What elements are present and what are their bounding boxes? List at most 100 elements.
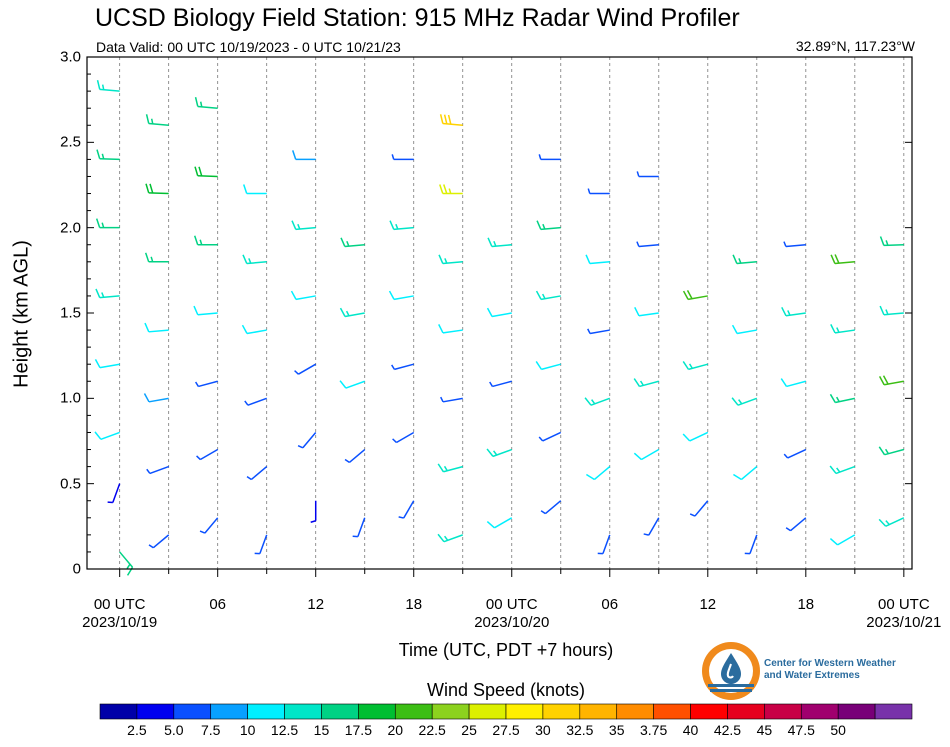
barb-half-feather	[310, 520, 316, 523]
barb-half-feather	[199, 239, 203, 245]
barb-half-feather	[489, 381, 494, 387]
wind-barb	[643, 517, 660, 536]
barb-full-feather	[878, 446, 886, 456]
chart-title: UCSD Biology Field Station: 915 MHz Rada…	[95, 4, 740, 32]
x-tick-label: 00 UTC	[877, 596, 930, 613]
barb-full-feather	[96, 149, 101, 159]
barb-staff	[100, 431, 120, 441]
x-tick-label: 06	[209, 596, 227, 613]
barb-half-feather	[448, 188, 452, 194]
colorbar-tick-label: 47.5	[787, 722, 815, 738]
colorbar-tick-label: 35	[608, 722, 625, 738]
colorbar-label: Wind Speed (knots)	[426, 680, 586, 700]
wind-barb	[244, 397, 267, 406]
barb-full-feather	[732, 254, 738, 264]
barb-half-feather	[783, 453, 789, 459]
barb-half-feather	[297, 223, 301, 230]
barb-half-feather	[440, 396, 444, 403]
barb-staff	[348, 448, 366, 463]
barb-staff	[638, 312, 659, 317]
colorbar-swatch	[542, 703, 581, 720]
wind-barb	[439, 184, 463, 195]
barb-staff	[148, 192, 169, 195]
barb-staff	[491, 312, 512, 318]
barb-full-feather	[486, 307, 493, 317]
barb-full-feather	[340, 237, 346, 247]
colorbar-swatch	[764, 703, 802, 720]
barb-full-feather	[879, 236, 885, 246]
barb-staff	[250, 466, 268, 481]
barb-full-feather	[439, 184, 444, 194]
wind-barb	[878, 375, 904, 386]
wind-barb	[143, 393, 169, 403]
barb-full-feather	[535, 361, 543, 370]
barb-half-feather	[194, 381, 200, 387]
barb-staff	[197, 175, 218, 178]
wind-barb	[95, 218, 120, 229]
barb-half-feather	[836, 467, 841, 473]
x-tick-label: 18	[405, 596, 423, 613]
barb-staff	[259, 534, 268, 554]
barb-half-feather	[738, 258, 742, 264]
barb-full-feather	[486, 520, 495, 529]
barb-staff	[541, 363, 561, 371]
barb-half-feather	[148, 544, 154, 549]
wind-barb	[732, 254, 757, 265]
barb-half-feather	[344, 458, 350, 464]
barb-staff	[749, 534, 758, 554]
barb-full-feather	[339, 307, 346, 317]
barb-staff	[885, 517, 905, 527]
barb-half-feather	[636, 171, 640, 177]
barb-staff	[602, 534, 611, 554]
colorbar-tick-label: 30	[535, 722, 551, 738]
colorbar-swatch	[431, 703, 470, 720]
barb-staff	[736, 329, 757, 335]
wind-barb	[310, 500, 317, 523]
colorbar-tick-label: 27.5	[492, 722, 520, 738]
wind-barb	[241, 324, 267, 335]
barb-full-feather	[145, 183, 150, 194]
barb-full-feather	[292, 150, 297, 160]
wind-barb	[352, 517, 366, 538]
wind-barb	[584, 397, 611, 406]
barb-half-feather	[199, 530, 206, 534]
barb-full-feather	[437, 463, 445, 473]
barb-full-feather	[731, 397, 739, 406]
x-tick-label: 06	[601, 596, 619, 613]
colorbar-swatch	[247, 703, 285, 720]
barb-full-feather	[585, 254, 591, 264]
barb-full-feather	[536, 220, 542, 230]
colorbar-swatch	[394, 703, 433, 720]
barb-full-feather	[96, 79, 101, 90]
wind-barb	[597, 534, 611, 555]
barb-staff	[396, 431, 415, 444]
barb-half-feather	[783, 241, 787, 247]
barb-full-feather	[829, 393, 836, 403]
barb-half-feather	[444, 258, 448, 264]
wind-barb	[294, 363, 317, 375]
barb-half-feather	[643, 533, 649, 536]
barb-half-feather	[395, 223, 399, 230]
barb-staff	[295, 295, 316, 301]
wind-barb	[878, 517, 905, 527]
barb-half-feather	[885, 240, 889, 246]
barb-half-feather	[688, 363, 693, 369]
wind-barb	[391, 154, 414, 161]
barb-half-feather	[126, 563, 131, 569]
barb-full-feather	[290, 290, 297, 300]
wind-barb	[254, 534, 268, 555]
wind-barb	[538, 154, 561, 161]
colorbar-tick-label: 45	[756, 722, 773, 738]
barb-full-feather	[447, 114, 452, 125]
barb-staff	[589, 329, 610, 335]
wind-barb	[437, 463, 463, 473]
colorbar-swatch	[690, 703, 728, 720]
barb-full-feather	[193, 305, 199, 316]
colorbar	[99, 703, 913, 720]
barb-staff	[785, 243, 806, 248]
wind-barb	[783, 448, 807, 459]
barb-full-feather	[443, 184, 448, 194]
barb-half-feather	[297, 445, 304, 449]
barb-half-feather	[392, 438, 397, 444]
latitude-value: 32.89	[795, 38, 831, 54]
